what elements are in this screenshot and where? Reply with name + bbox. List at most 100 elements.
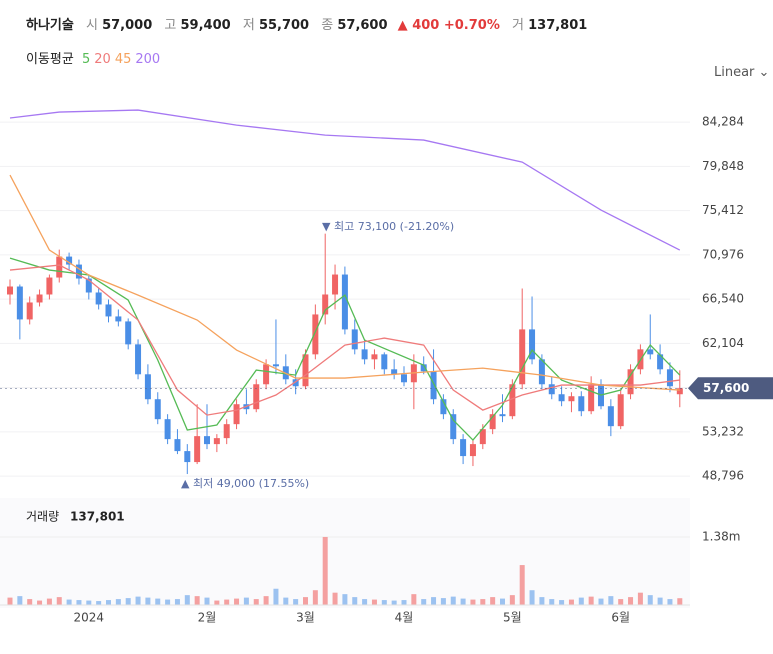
low-value: 55,700 bbox=[258, 18, 310, 33]
volume-bar bbox=[362, 599, 368, 605]
volume-bar bbox=[293, 599, 299, 605]
volume-bar bbox=[253, 599, 259, 605]
candle-body bbox=[450, 414, 457, 440]
volume-bar bbox=[214, 600, 220, 605]
candle-body bbox=[56, 256, 63, 278]
volume-bar bbox=[401, 600, 407, 605]
volume-bar bbox=[500, 598, 505, 605]
candle-body bbox=[430, 371, 437, 400]
volume-bar bbox=[628, 597, 634, 605]
volume-bar bbox=[677, 598, 683, 605]
candle-body bbox=[332, 274, 339, 295]
candle-body bbox=[578, 396, 585, 412]
volume-bar bbox=[46, 598, 52, 605]
volume-bar bbox=[56, 597, 62, 605]
ma-line bbox=[9, 174, 680, 391]
candle-body bbox=[341, 274, 348, 330]
volume-value: 137,801 bbox=[528, 18, 588, 33]
volume-bar bbox=[618, 599, 624, 605]
candle-body bbox=[263, 364, 270, 385]
candle-body bbox=[519, 329, 526, 385]
candle-body bbox=[617, 394, 624, 427]
volume-bar bbox=[204, 597, 210, 605]
candle-body bbox=[657, 354, 664, 370]
volume-bar bbox=[155, 598, 161, 605]
y-tick-label: 66,540 bbox=[702, 292, 744, 306]
volume-bar bbox=[312, 590, 318, 605]
candle-body bbox=[351, 329, 358, 350]
candle-body bbox=[204, 436, 210, 445]
volume-bar bbox=[352, 597, 358, 605]
candle-body bbox=[676, 388, 683, 395]
volume-bar bbox=[303, 597, 308, 605]
candle-body bbox=[16, 286, 23, 320]
x-tick-label: 2024 bbox=[74, 611, 105, 625]
low-label: 저 bbox=[242, 18, 255, 33]
candle-body bbox=[75, 264, 82, 279]
scale-label[interactable]: Linear bbox=[714, 65, 755, 80]
candle-body bbox=[46, 277, 53, 295]
volume-bar bbox=[224, 599, 230, 605]
candle-body bbox=[154, 399, 161, 420]
candle-body bbox=[548, 384, 555, 395]
volume-bar bbox=[234, 598, 240, 605]
ma-line bbox=[9, 264, 680, 416]
volume-bar bbox=[667, 599, 673, 605]
y-tick-label: 70,976 bbox=[702, 247, 744, 261]
high-label: 고 bbox=[164, 18, 177, 33]
high-value: 59,400 bbox=[180, 18, 231, 33]
candle-body bbox=[489, 414, 496, 430]
volume-bar bbox=[342, 594, 348, 605]
stock-name: 하나기술 bbox=[26, 18, 74, 33]
y-tick-label: 53,232 bbox=[702, 424, 744, 438]
volume-bar bbox=[243, 597, 249, 605]
candle-body bbox=[371, 354, 378, 360]
candle-body bbox=[647, 349, 654, 355]
candle-body bbox=[558, 394, 565, 402]
volume-bar bbox=[559, 600, 565, 605]
ma-line bbox=[9, 109, 681, 251]
candle-body bbox=[135, 344, 142, 375]
low-annotation: ▲ 최저 49,000 (17.55%) bbox=[181, 477, 309, 490]
candle-body bbox=[66, 256, 73, 265]
candle-body bbox=[115, 316, 122, 322]
volume-bar bbox=[411, 594, 417, 605]
volume-bar bbox=[568, 599, 574, 605]
volume-bar bbox=[381, 600, 387, 605]
volume-bar bbox=[391, 600, 397, 605]
x-tick-label: 2월 bbox=[198, 611, 217, 625]
volume-bar bbox=[194, 596, 200, 605]
y-tick-label: 75,412 bbox=[702, 203, 744, 217]
candle-body bbox=[381, 354, 388, 370]
quote-header: 하나기술 시 57,000 고 59,400 저 55,700 종 57,600… bbox=[26, 14, 587, 33]
candle-body bbox=[302, 354, 309, 387]
candle-body bbox=[361, 349, 368, 360]
volume-bar bbox=[115, 599, 121, 605]
close-value: 57,600 bbox=[337, 18, 388, 33]
legend-entry: 20 bbox=[94, 52, 111, 67]
volume-bar bbox=[37, 600, 43, 605]
candle-body bbox=[95, 292, 102, 305]
volume-bar bbox=[273, 588, 279, 605]
candle-body bbox=[479, 429, 486, 445]
candle-body bbox=[272, 364, 279, 367]
candle-body bbox=[26, 302, 33, 320]
candle-body bbox=[164, 419, 171, 440]
candle-body bbox=[588, 384, 595, 412]
volume-bar bbox=[598, 598, 604, 605]
open-label: 시 bbox=[85, 18, 98, 33]
volume-bar bbox=[460, 598, 466, 605]
candle-body bbox=[440, 399, 447, 415]
candle-body bbox=[568, 396, 575, 402]
candle-body bbox=[184, 451, 191, 463]
volume-bar bbox=[125, 598, 131, 605]
volume-tick-label: 1.38m bbox=[702, 529, 740, 543]
candle-body bbox=[213, 438, 220, 445]
current-price-label: 57,600 bbox=[703, 381, 749, 395]
close-label: 종 bbox=[321, 18, 334, 33]
scale-toggle[interactable]: Linear ⌄ bbox=[714, 65, 770, 80]
high-annotation: ▼ 최고 73,100 (-21.20%) bbox=[322, 220, 454, 233]
candle-body bbox=[538, 359, 545, 385]
volume-bar bbox=[421, 599, 427, 605]
